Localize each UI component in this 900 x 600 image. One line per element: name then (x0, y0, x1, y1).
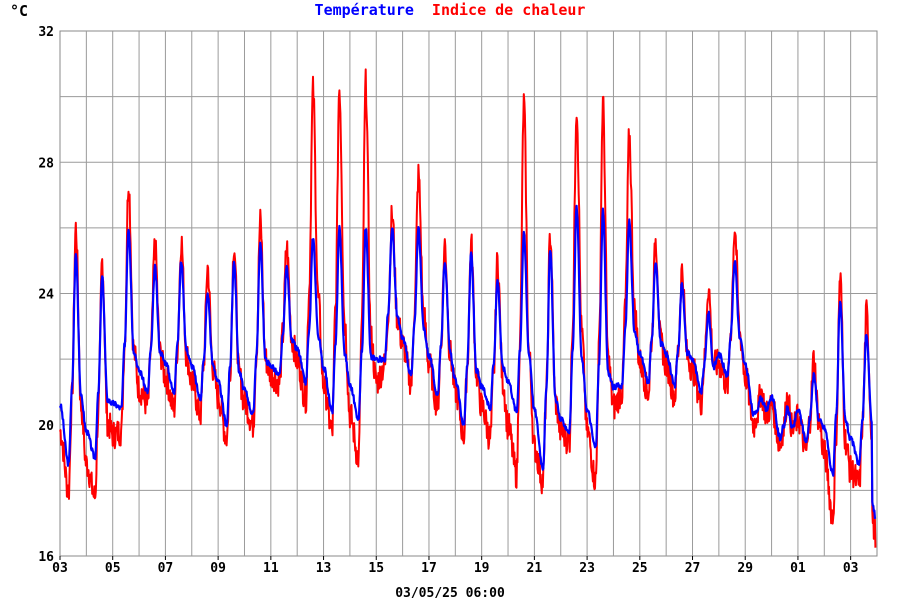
y-tick-label: 24 (38, 288, 54, 303)
x-tick-label: 03 (52, 561, 68, 576)
series-group (58, 68, 877, 548)
x-tick-label: 13 (316, 561, 332, 576)
x-tick-label: 01 (790, 561, 806, 576)
legend-temperature: Température (315, 1, 414, 19)
y-tick-label: 28 (38, 156, 54, 171)
y-axis-ticks: 16 20 24 28 32 (38, 25, 54, 565)
y-tick-label: 20 (38, 419, 54, 434)
x-tick-label: 11 (263, 561, 279, 576)
x-tick-label: 07 (158, 561, 174, 576)
y-tick-label: 16 (38, 550, 54, 565)
x-tick-label: 15 (368, 561, 384, 576)
x-tick-label: 25 (632, 561, 648, 576)
x-tick-label: 27 (685, 561, 701, 576)
x-tick-label: 09 (210, 561, 226, 576)
x-axis-ticks: 03 05 07 09 11 13 15 17 19 21 23 25 27 29 01 03 (52, 556, 858, 576)
x-tick-label: 29 (737, 561, 753, 576)
x-tick-label: 03 (843, 561, 859, 576)
x-tick-label: 19 (474, 561, 490, 576)
x-tick-label: 05 (105, 561, 121, 576)
unit-label: °C (10, 2, 28, 20)
legend-heat-index: Indice de chaleur (432, 1, 586, 19)
series-temperature (58, 204, 877, 520)
grid (59, 30, 878, 557)
y-tick-label: 32 (38, 25, 54, 40)
x-tick-label: 21 (527, 561, 543, 576)
chart-title: Température Indice de chaleur (315, 1, 586, 19)
timestamp-footer: 03/05/25 06:00 (395, 586, 505, 600)
x-tick-label: 23 (579, 561, 595, 576)
x-tick-label: 17 (421, 561, 437, 576)
